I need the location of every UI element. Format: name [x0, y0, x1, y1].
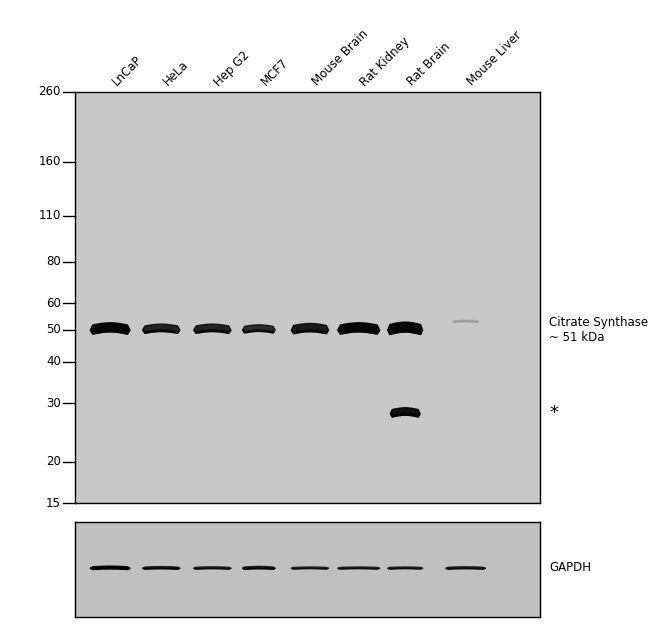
Text: 160: 160: [38, 155, 61, 168]
Text: 110: 110: [38, 210, 61, 222]
Text: Mouse Brain: Mouse Brain: [309, 28, 370, 89]
Text: 260: 260: [38, 85, 61, 98]
Text: *: *: [549, 404, 558, 422]
Text: MCF7: MCF7: [258, 56, 291, 89]
Text: 50: 50: [46, 323, 61, 336]
Text: 30: 30: [46, 397, 61, 410]
Text: 20: 20: [46, 455, 61, 468]
Text: LnCaP: LnCaP: [110, 54, 144, 89]
Text: GAPDH: GAPDH: [549, 561, 592, 574]
Text: 15: 15: [46, 497, 61, 510]
Text: Rat Kidney: Rat Kidney: [358, 34, 413, 89]
Text: 60: 60: [46, 297, 61, 310]
Text: Mouse Liver: Mouse Liver: [465, 29, 525, 89]
Text: 40: 40: [46, 355, 61, 368]
Text: Hep G2: Hep G2: [212, 48, 252, 89]
Text: Rat Brain: Rat Brain: [405, 41, 452, 89]
Text: 80: 80: [46, 255, 61, 268]
Text: HeLa: HeLa: [161, 58, 191, 89]
Text: Citrate Synthase
~ 51 kDa: Citrate Synthase ~ 51 kDa: [549, 316, 649, 344]
